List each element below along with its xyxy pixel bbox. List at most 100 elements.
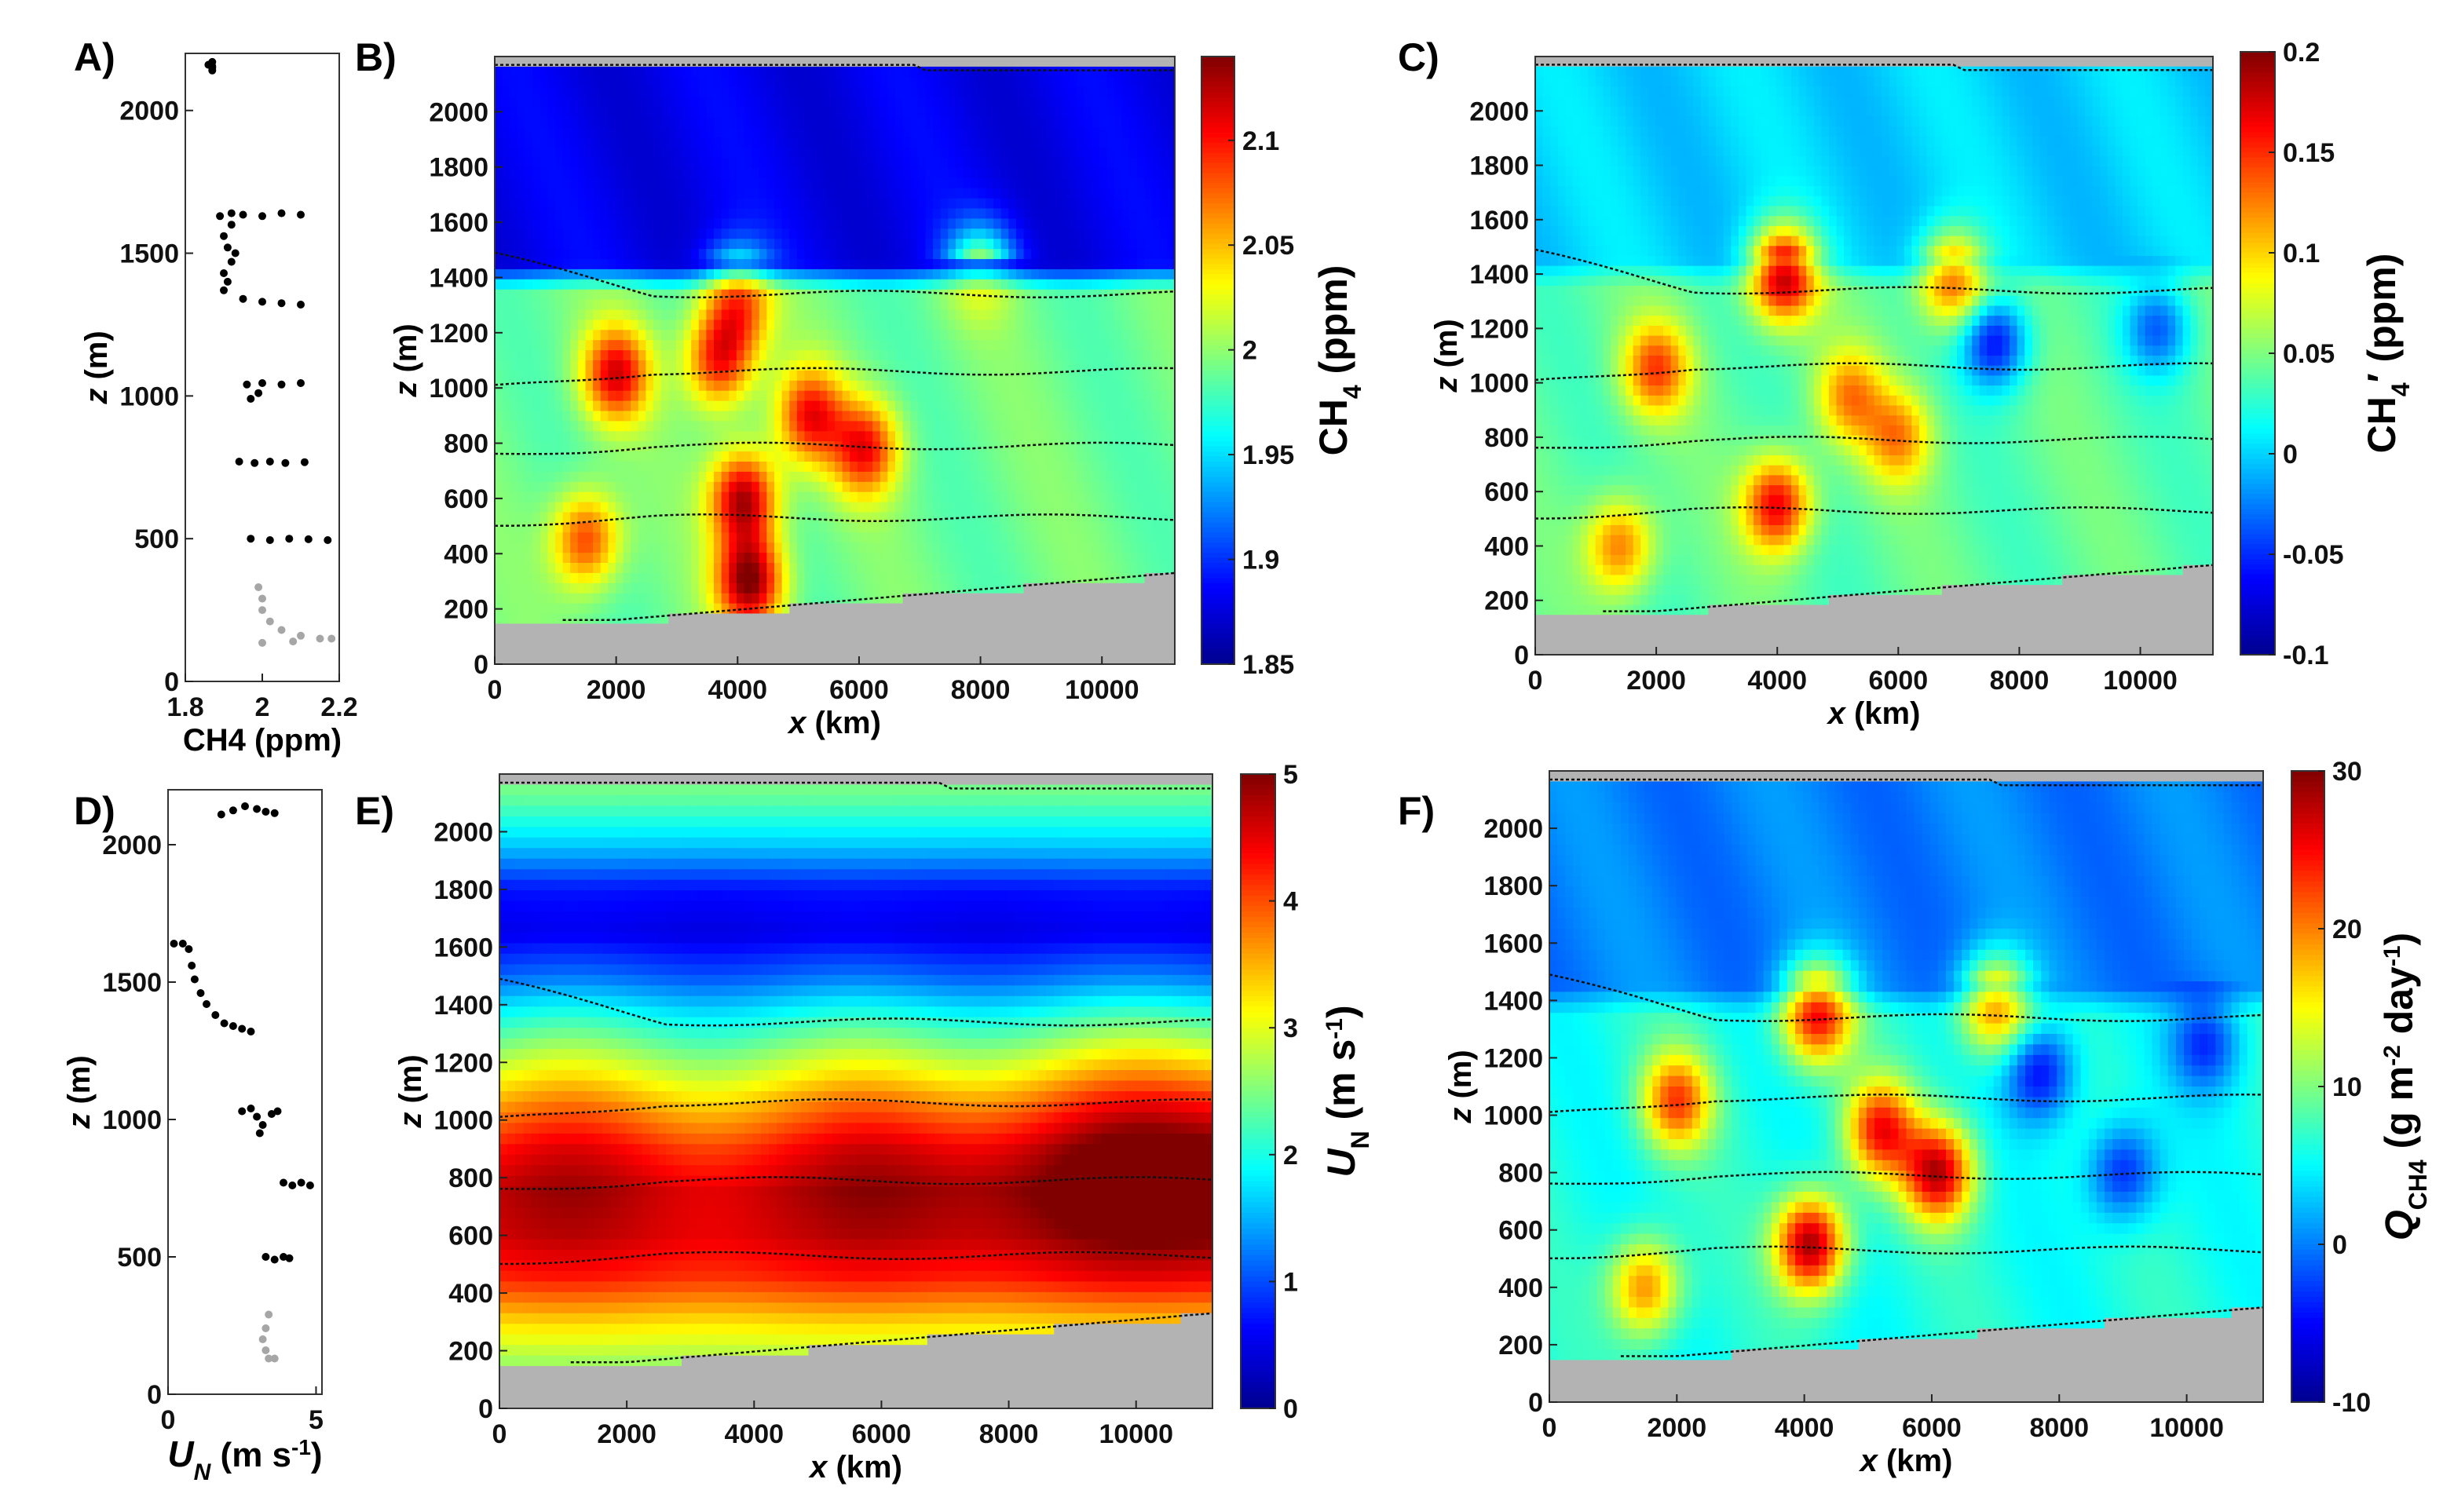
heatmap-cell [495, 66, 503, 78]
heatmap-cell [736, 512, 745, 524]
heatmap-cell [1031, 330, 1040, 341]
heatmap-cell [978, 634, 987, 645]
series-profile [204, 57, 332, 544]
heatmap-cell [1023, 188, 1032, 199]
heatmap-cell [774, 491, 783, 503]
heatmap-cell [547, 512, 556, 524]
heatmap-cell [956, 309, 964, 321]
heatmap-cell [872, 127, 881, 138]
heatmap-cell [880, 309, 889, 321]
heatmap-cell [729, 167, 737, 179]
heatmap-cell [835, 228, 843, 239]
heatmap-cell [1099, 340, 1108, 351]
heatmap-cell [577, 553, 587, 564]
heatmap-cell [781, 127, 790, 138]
heatmap-cell [827, 299, 836, 311]
heatmap-cell [925, 148, 934, 159]
heatmap-cell [495, 623, 503, 635]
heatmap-cell [675, 583, 685, 594]
heatmap-cell [510, 148, 518, 159]
heatmap-cell [1046, 340, 1055, 351]
heatmap-cell [812, 400, 821, 412]
heatmap-cell [525, 613, 533, 625]
heatmap-cell [698, 340, 708, 351]
heatmap-cell [827, 532, 836, 543]
heatmap-cell [577, 309, 587, 321]
heatmap-cell [616, 380, 624, 392]
heatmap-cell [1000, 177, 1010, 189]
heatmap-cell [1069, 268, 1077, 280]
heatmap-cell [993, 309, 1002, 321]
heatmap-cell [532, 644, 541, 655]
heatmap-cell [1099, 218, 1108, 230]
heatmap-cell [1061, 279, 1070, 290]
heatmap-cell [608, 66, 616, 78]
heatmap-cell [986, 370, 994, 382]
heatmap-cell [532, 117, 541, 129]
heatmap-cell [616, 57, 624, 68]
heatmap-cell [577, 400, 587, 412]
heatmap-cell [917, 491, 927, 503]
heatmap-cell [638, 127, 647, 138]
heatmap-cell [902, 462, 911, 473]
heatmap-cell [721, 86, 730, 98]
heatmap-cell [502, 177, 510, 189]
heatmap-cell [744, 57, 752, 68]
heatmap-cell [940, 532, 949, 543]
heatmap-cell [766, 97, 775, 108]
heatmap-cell [865, 634, 873, 645]
heatmap-cell [577, 188, 587, 199]
heatmap-cell [887, 239, 896, 250]
heatmap-cell [736, 593, 745, 604]
heatmap-cell [956, 208, 964, 220]
heatmap-cell [1069, 593, 1077, 604]
heatmap-cell [668, 57, 677, 68]
heatmap-cell [835, 380, 843, 392]
heatmap-cell [752, 441, 760, 452]
heatmap-cell [585, 330, 594, 341]
heatmap-cell [971, 502, 979, 513]
heatmap-cell [698, 421, 708, 433]
heatmap-cell [744, 390, 752, 402]
heatmap-cell [744, 259, 752, 270]
heatmap-cell [887, 360, 896, 371]
heatmap-cell [978, 137, 987, 148]
heatmap-cell [1061, 411, 1070, 422]
heatmap-cell [668, 542, 677, 553]
heatmap-cell [555, 411, 564, 422]
heatmap-cell [1069, 654, 1077, 665]
heatmap-cell [766, 268, 775, 280]
heatmap-cell [789, 239, 798, 250]
heatmap-cell [1000, 634, 1010, 645]
heatmap-cell [1000, 553, 1010, 564]
heatmap-cell [555, 654, 564, 665]
heatmap-cell [638, 644, 647, 655]
heatmap-cell [729, 654, 737, 665]
heatmap-cell [683, 66, 692, 78]
heatmap-cell [608, 107, 616, 119]
heatmap-cell [1061, 634, 1070, 645]
heatmap-cell [865, 249, 873, 260]
heatmap-cell [812, 259, 821, 270]
heatmap-cell [623, 268, 631, 280]
heatmap-cell [525, 97, 533, 108]
heatmap-cell [872, 76, 881, 88]
heatmap-cell [570, 188, 579, 199]
heatmap-cell [600, 76, 609, 88]
heatmap-cell [865, 289, 873, 301]
heatmap-cell [1054, 360, 1062, 371]
y-axis-unit: (m) [62, 1055, 97, 1112]
heatmap-cell [752, 400, 760, 412]
heatmap-cell [872, 644, 881, 655]
heatmap-cell [963, 644, 971, 655]
heatmap-cell [616, 340, 624, 351]
heatmap-cell [646, 167, 654, 179]
heatmap-cell [1076, 76, 1085, 88]
heatmap-cell [887, 532, 896, 543]
heatmap-cell [706, 623, 715, 635]
heatmap-cell [917, 421, 927, 433]
data-point [208, 62, 217, 71]
heatmap-cell [668, 158, 677, 169]
heatmap-cell [902, 177, 911, 189]
heatmap-cell [865, 451, 873, 462]
